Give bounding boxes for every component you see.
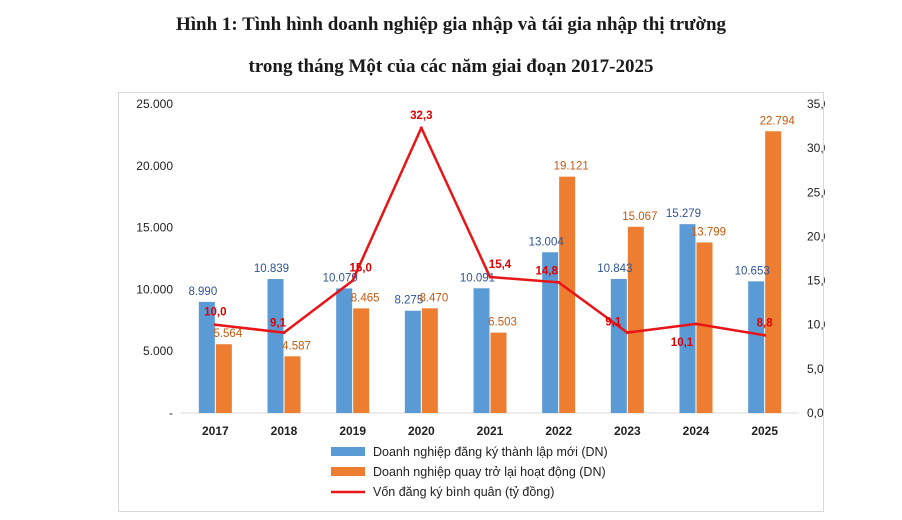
y-left-tick-label: 20.000	[136, 159, 173, 173]
data-label-avg-capital: 9,1	[605, 317, 622, 329]
data-label-new: 10.091	[460, 272, 495, 284]
data-label-new: 10.839	[254, 263, 289, 275]
bar-returning-enterprises	[765, 131, 782, 413]
bar-new-enterprises	[748, 281, 765, 413]
x-tick-label: 2021	[477, 424, 504, 438]
data-label-returning: 13.799	[691, 226, 726, 238]
y-right-tick-label: 15,0	[807, 274, 825, 288]
bar-returning-enterprises	[353, 308, 370, 413]
bar-new-enterprises	[198, 301, 215, 413]
y-right-tick-label: 0,0	[807, 406, 824, 420]
x-tick-label: 2020	[408, 424, 435, 438]
bar-new-enterprises	[267, 279, 284, 413]
y-left-tick-label: -	[169, 406, 173, 420]
data-label-new: 15.279	[666, 208, 701, 220]
y-left-tick-label: 15.000	[136, 221, 173, 235]
y-right-tick-label: 10,0	[807, 318, 825, 332]
data-label-new: 8.990	[188, 286, 217, 298]
data-label-avg-capital: 10,0	[204, 307, 226, 319]
x-tick-label: 2017	[202, 424, 229, 438]
y-right-tick-label: 20,0	[807, 229, 825, 243]
y-left-tick-label: 10.000	[136, 282, 173, 296]
data-label-avg-capital: 32,3	[410, 110, 432, 122]
bar-new-enterprises	[473, 288, 490, 413]
bar-returning-enterprises	[421, 308, 438, 413]
line-point-avg-capital	[763, 333, 767, 337]
bar-new-enterprises	[542, 252, 559, 413]
data-label-returning: 8.465	[351, 292, 380, 304]
legend-label-returning: Doanh nghiệp quay trở lại hoạt động (DN)	[373, 465, 606, 479]
bar-new-enterprises	[336, 288, 353, 413]
legend-label-new: Doanh nghiệp đăng ký thành lập mới (DN)	[373, 445, 608, 459]
bar-new-enterprises	[679, 224, 696, 413]
data-label-new: 8.275	[394, 295, 423, 307]
bar-returning-enterprises	[215, 344, 232, 413]
chart-title-line-1: Hình 1: Tình hình doanh nghiệp gia nhập …	[175, 14, 727, 35]
line-point-avg-capital	[694, 322, 698, 326]
data-label-returning: 19.121	[554, 161, 589, 173]
y-left-tick-label: 5.000	[143, 344, 173, 358]
data-label-returning: 5.564	[213, 328, 242, 340]
chart-title-line-2: trong tháng Một của các năm giai đoạn 20…	[248, 56, 654, 77]
y-left-tick-label: 25.000	[136, 97, 173, 111]
y-right-tick-label: 5,0	[807, 362, 824, 376]
data-label-new: 10.843	[597, 263, 632, 275]
bar-returning-enterprises	[490, 332, 507, 413]
data-label-returning: 22.794	[760, 115, 796, 127]
x-tick-label: 2022	[545, 424, 572, 438]
data-label-new: 10.653	[735, 265, 770, 277]
x-tick-label: 2025	[751, 424, 778, 438]
combo-chart: - 5.000 10.000 15.000 20.000 25.000 0,0 5,0 10,0…	[136, 97, 825, 499]
bar-new-enterprises	[404, 310, 421, 413]
x-tick-label: 2019	[339, 424, 366, 438]
bar-returning-enterprises	[284, 356, 301, 413]
data-label-avg-capital: 10,1	[671, 337, 694, 349]
y-right-tick-label: 30,0	[807, 141, 825, 155]
data-label-new: 10.079	[323, 272, 358, 284]
legend-swatch-returning	[331, 467, 365, 476]
line-point-avg-capital	[488, 275, 492, 279]
x-tick-label: 2024	[683, 424, 710, 438]
line-point-avg-capital	[625, 331, 629, 335]
bar-returning-enterprises	[696, 242, 713, 413]
bar-new-enterprises	[610, 278, 627, 413]
line-point-avg-capital	[282, 331, 286, 335]
legend-swatch-new	[331, 447, 365, 456]
y-right-tick-label: 35,0	[807, 97, 825, 111]
data-label-returning: 4.587	[282, 340, 311, 352]
data-label-new: 13.004	[529, 236, 565, 248]
data-label-returning: 15.067	[622, 211, 657, 223]
x-tick-label: 2023	[614, 424, 641, 438]
line-point-avg-capital	[351, 279, 355, 283]
data-label-avg-capital: 14,8	[535, 265, 558, 277]
x-tick-label: 2018	[271, 424, 298, 438]
data-label-avg-capital: 15,4	[489, 259, 512, 271]
line-point-avg-capital	[419, 126, 423, 130]
line-point-avg-capital	[213, 323, 217, 327]
data-label-returning: 6.503	[488, 317, 517, 329]
legend-label-avg-capital: Vốn đăng ký bình quân (tỷ đồng)	[373, 485, 554, 499]
data-label-avg-capital: 9,1	[270, 318, 287, 330]
chart-frame: - 5.000 10.000 15.000 20.000 25.000 0,0 5,0 10,0…	[118, 92, 825, 512]
data-label-avg-capital: 15,0	[349, 263, 371, 275]
y-right-tick-label: 25,0	[807, 185, 825, 199]
bar-returning-enterprises	[559, 176, 576, 413]
data-label-returning: 8.470	[419, 292, 448, 304]
bar-returning-enterprises	[627, 226, 644, 413]
data-label-avg-capital: 8,8	[757, 317, 774, 329]
line-point-avg-capital	[557, 280, 561, 284]
